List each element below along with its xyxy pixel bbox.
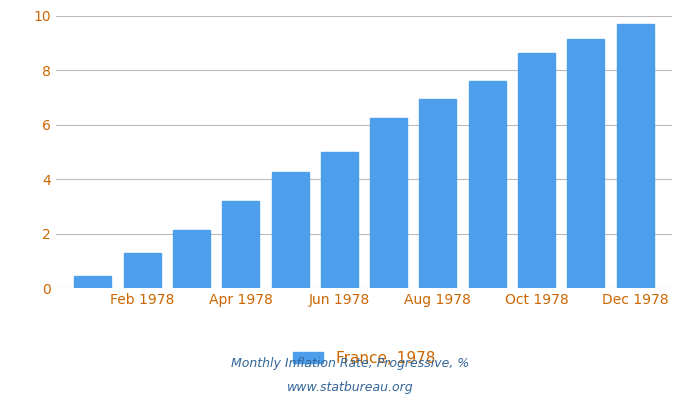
Bar [223,201,259,288]
Bar [567,39,604,288]
Text: www.statbureau.org: www.statbureau.org [287,382,413,394]
Bar [518,53,555,288]
Bar [370,118,407,288]
Bar [173,230,210,288]
Bar [272,172,309,288]
Text: Monthly Inflation Rate, Progressive, %: Monthly Inflation Rate, Progressive, % [231,358,469,370]
Bar [617,24,654,288]
Bar [321,152,358,288]
Bar [124,253,161,288]
Bar [74,276,111,288]
Legend: France, 1978: France, 1978 [287,344,441,372]
Bar [469,81,505,288]
Bar [419,99,456,288]
